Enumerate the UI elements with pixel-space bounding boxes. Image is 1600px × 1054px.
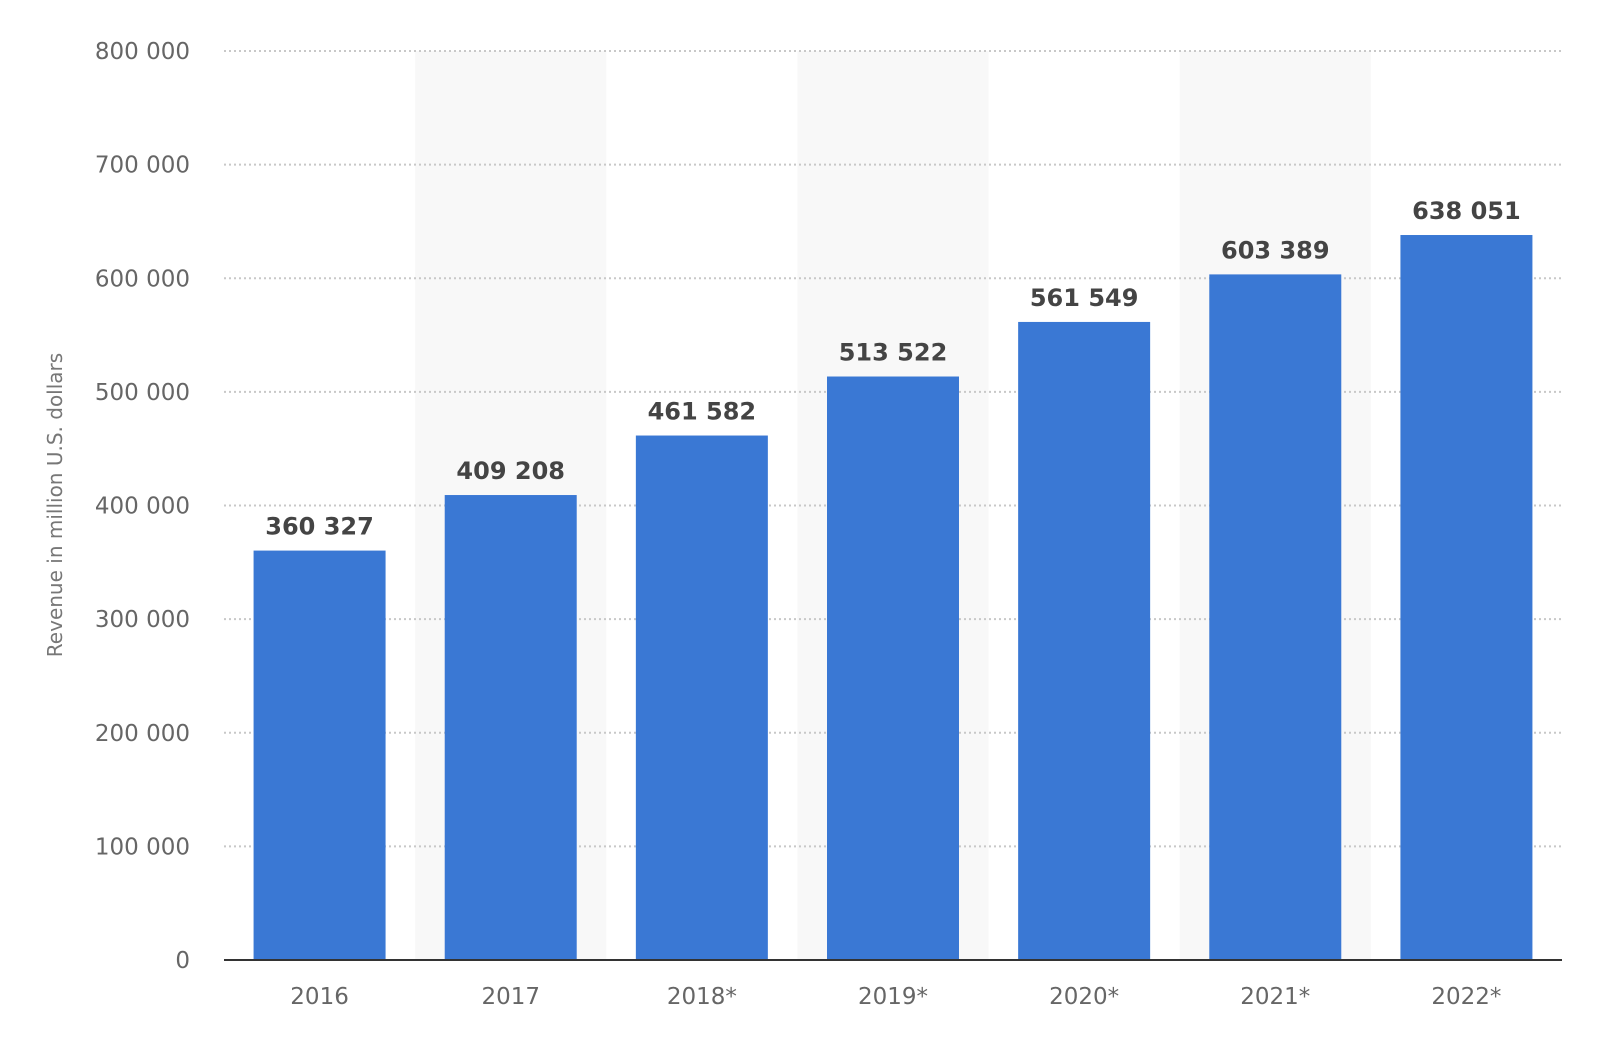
y-tick-label: 800 000 bbox=[95, 39, 190, 65]
y-tick-label: 300 000 bbox=[95, 607, 190, 633]
bar bbox=[1400, 235, 1533, 961]
x-tick-label: 2021* bbox=[1240, 984, 1310, 1010]
bar bbox=[827, 376, 959, 960]
bar bbox=[1018, 321, 1151, 960]
value-labels: 360 327 409 208 461 582 513 522 561 549 603 3… bbox=[265, 197, 1520, 541]
value-label: 561 549 bbox=[1030, 284, 1139, 312]
y-tick-label: 100 000 bbox=[95, 834, 190, 860]
y-tick-label: 700 000 bbox=[95, 153, 190, 179]
x-tick-label: 2022* bbox=[1431, 984, 1501, 1010]
bar bbox=[1209, 274, 1342, 960]
bar bbox=[253, 550, 386, 960]
bars bbox=[253, 235, 1533, 961]
x-tick-label: 2017 bbox=[481, 984, 540, 1010]
value-label: 603 389 bbox=[1221, 236, 1330, 264]
x-tick-label: 2018* bbox=[667, 984, 737, 1010]
value-label: 409 208 bbox=[456, 457, 565, 485]
value-label: 513 522 bbox=[839, 339, 948, 367]
value-label: 461 582 bbox=[648, 398, 757, 426]
y-axis-ticks: 0 100 000 200 000 300 000 400 000 500 000 600 … bbox=[95, 39, 190, 974]
x-tick-label: 2019* bbox=[858, 984, 928, 1010]
y-tick-label: 400 000 bbox=[95, 494, 190, 520]
value-label: 638 051 bbox=[1412, 197, 1521, 225]
y-tick-label: 0 bbox=[175, 948, 190, 974]
x-axis-ticks: 2016 2017 2018* 2019* 2020* 2021* 2022* bbox=[290, 984, 1501, 1010]
bar bbox=[635, 435, 768, 960]
y-tick-label: 200 000 bbox=[95, 721, 190, 747]
bar bbox=[444, 495, 577, 960]
y-axis-title: Revenue in million U.S. dollars bbox=[43, 353, 67, 657]
x-tick-label: 2020* bbox=[1049, 984, 1119, 1010]
y-tick-label: 600 000 bbox=[95, 266, 190, 292]
value-label: 360 327 bbox=[265, 513, 374, 541]
x-tick-label: 2016 bbox=[290, 984, 349, 1010]
y-tick-label: 500 000 bbox=[95, 380, 190, 406]
